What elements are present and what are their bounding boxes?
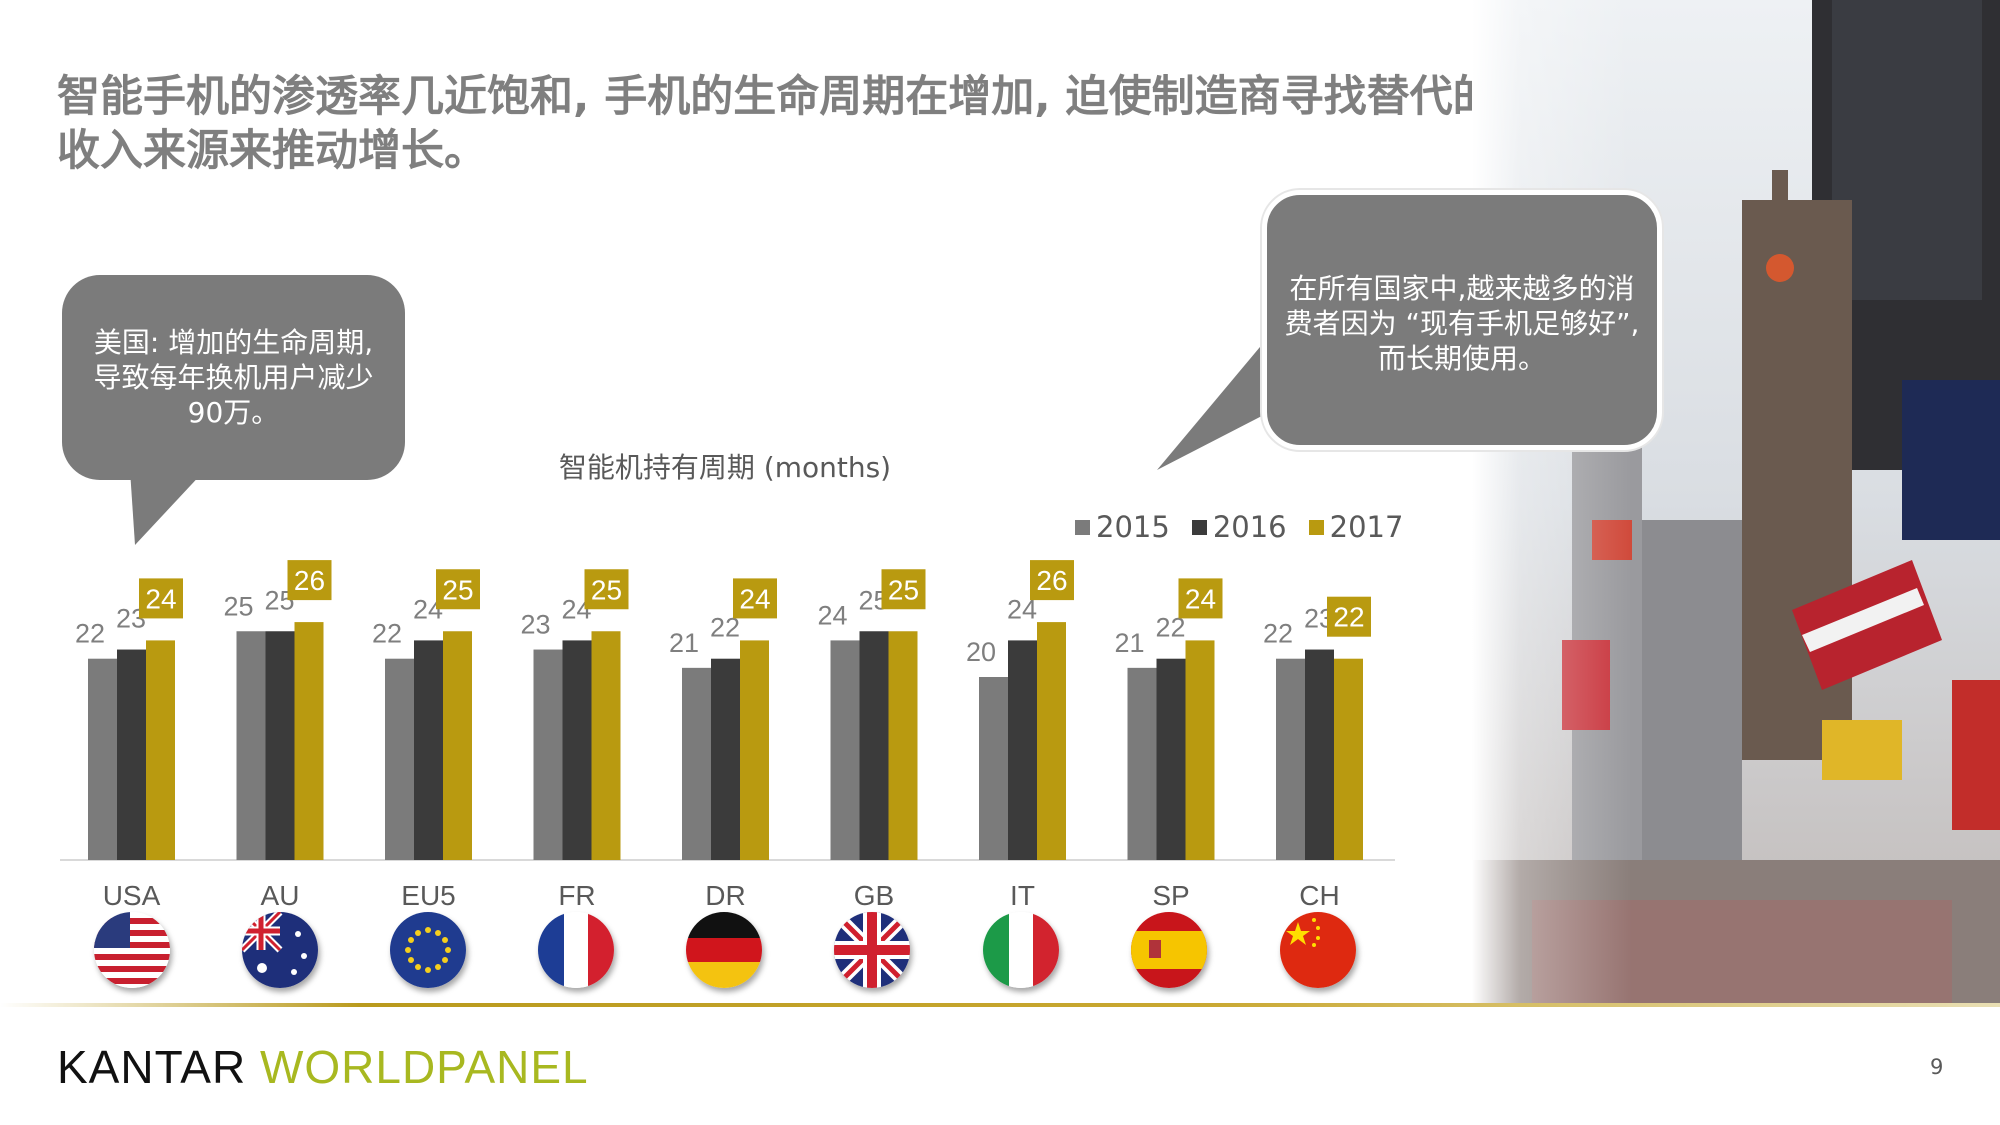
bar-it-2016 <box>1008 640 1037 860</box>
bar-gb-2015 <box>830 640 860 860</box>
footer-divider <box>0 1003 2000 1007</box>
data-label-eu5-2017: 25 <box>442 574 473 605</box>
bar-fr-2015 <box>533 649 563 860</box>
es-flag-icon <box>1131 912 1207 988</box>
bar-ch-2015 <box>1276 658 1305 860</box>
category-label-ch: CH <box>1299 880 1339 911</box>
data-label-box-dr-2017 <box>733 578 777 619</box>
slide-title: 智能手机的渗透率几近饱和, 手机的生命周期在增加, 迫使制造商寻找替代的收入来源… <box>57 72 1496 176</box>
data-label-ch-2017: 22 <box>1333 602 1364 633</box>
data-label-au-2015: 25 <box>223 591 253 621</box>
bar-eu5-2016 <box>414 640 443 860</box>
legend-label-2015: 2015 <box>1096 510 1170 544</box>
data-label-box-sp-2017 <box>1178 578 1223 619</box>
data-label-it-2017: 26 <box>1036 565 1067 596</box>
bar-au-2016 <box>265 631 295 860</box>
data-label-usa-2017: 24 <box>145 583 176 614</box>
it-flag-icon <box>983 912 1059 988</box>
data-label-dr-2017: 24 <box>739 583 770 614</box>
bar-eu5-2017 <box>443 631 472 860</box>
bar-dr-2017 <box>740 640 769 860</box>
bar-gb-2016 <box>859 631 889 860</box>
bar-it-2015 <box>979 677 1008 860</box>
bar-fr-2017 <box>591 631 621 860</box>
category-label-eu5: EU5 <box>401 880 455 911</box>
gb-flag-icon <box>834 912 910 988</box>
legend-item-2016: 2016 <box>1191 510 1287 544</box>
cn-flag-icon <box>1280 912 1356 988</box>
legend-item-2017: 2017 <box>1308 510 1404 544</box>
data-label-it-2015: 20 <box>966 637 996 667</box>
bar-sp-2016 <box>1156 658 1186 860</box>
chart-legend: 2015 2016 2017 <box>1075 510 1403 544</box>
data-label-gb-2017: 25 <box>888 574 919 605</box>
bar-au-2015 <box>236 631 266 860</box>
au-flag-icon <box>242 912 318 988</box>
callout-usa: 美国: 增加的生命周期, 导致每年换机用户减少90万。 <box>62 275 405 480</box>
bubble-left-tail <box>130 470 205 545</box>
category-label-usa: USA <box>103 880 161 911</box>
logo-worldpanel-text: WORLDPANEL <box>259 1041 589 1093</box>
legend-label-2017: 2017 <box>1329 510 1404 544</box>
data-label-dr-2015: 21 <box>669 628 699 658</box>
bar-dr-2016 <box>711 658 740 860</box>
data-label-gb-2015: 24 <box>817 600 847 630</box>
chart-title: 智能机持有周期 (months) <box>558 451 892 484</box>
data-label-au-2017: 26 <box>294 565 325 596</box>
data-label-sp-2015: 21 <box>1114 628 1144 658</box>
data-label-box-eu5-2017 <box>436 569 480 610</box>
legend-item-2015: 2015 <box>1075 510 1170 544</box>
data-label-eu5-2015: 22 <box>372 619 402 649</box>
data-label-box-ch-2017 <box>1327 596 1371 637</box>
page-number: 9 <box>1930 1055 1944 1079</box>
fr-flag-icon <box>538 912 614 988</box>
legend-swatch-2015 <box>1075 519 1090 535</box>
bar-usa-2017 <box>146 640 175 860</box>
category-label-dr: DR <box>705 880 745 911</box>
data-label-sp-2017: 24 <box>1185 583 1216 614</box>
data-label-fr-2017: 25 <box>591 574 622 605</box>
category-label-gb: GB <box>854 880 894 911</box>
bar-eu5-2015 <box>385 658 414 860</box>
data-label-usa-2015: 22 <box>75 619 105 649</box>
data-label-ch-2015: 22 <box>1263 619 1293 649</box>
category-label-it: IT <box>1010 880 1035 911</box>
logo-kantar-text: KANTAR <box>57 1041 247 1093</box>
bar-ch-2016 <box>1305 649 1334 860</box>
bar-gb-2017 <box>888 631 918 860</box>
bar-dr-2015 <box>682 667 711 860</box>
bar-it-2017 <box>1037 622 1066 860</box>
data-label-box-au-2017 <box>287 560 332 601</box>
bar-sp-2015 <box>1127 667 1157 860</box>
legend-swatch-2016 <box>1191 519 1207 535</box>
bar-usa-2016 <box>117 649 146 860</box>
data-label-fr-2015: 23 <box>520 610 550 640</box>
eu-flag-icon <box>390 912 466 988</box>
category-label-sp: SP <box>1152 880 1189 911</box>
data-label-box-gb-2017 <box>881 569 926 610</box>
bar-ch-2017 <box>1334 658 1363 860</box>
data-label-box-usa-2017 <box>139 578 183 619</box>
bar-au-2017 <box>294 622 324 860</box>
bubble-right-tail <box>1157 335 1283 470</box>
bar-sp-2017 <box>1185 640 1215 860</box>
bar-usa-2015 <box>88 658 117 860</box>
category-label-au: AU <box>261 880 300 911</box>
bar-fr-2016 <box>562 640 592 860</box>
legend-swatch-2017 <box>1308 519 1324 535</box>
legend-label-2016: 2016 <box>1212 510 1287 544</box>
callout-all-countries: 在所有国家中,越来越多的消费者因为 “现有手机足够好”, 而长期使用。 <box>1262 190 1662 450</box>
de-flag-icon <box>686 912 762 988</box>
data-label-box-fr-2017 <box>584 569 629 610</box>
data-label-box-it-2017 <box>1030 560 1074 601</box>
us-flag-icon <box>94 912 170 988</box>
category-label-fr: FR <box>558 880 595 911</box>
kantar-worldpanel-logo: KANTAR WORLDPANEL <box>57 1040 589 1094</box>
times-square-photo <box>1472 0 2000 1004</box>
